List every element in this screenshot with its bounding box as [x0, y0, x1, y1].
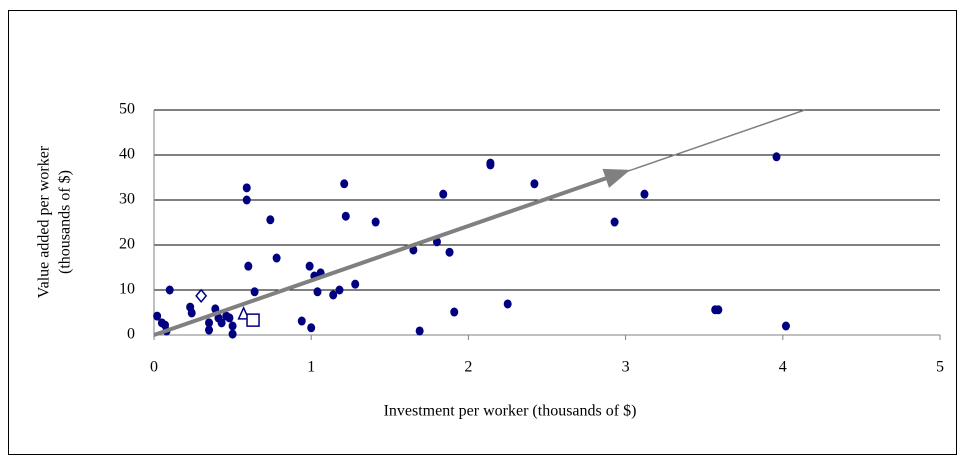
point — [228, 321, 237, 331]
point — [225, 313, 234, 323]
chart-frame — [8, 10, 957, 455]
point — [242, 195, 251, 205]
x-axis-label: Investment per worker (thousands of $) — [384, 403, 637, 420]
y-tick-label: 50 — [119, 101, 135, 118]
point — [781, 321, 790, 331]
y-tick-label: 30 — [119, 191, 135, 208]
point — [530, 179, 539, 189]
y-tick-label: 40 — [119, 146, 135, 163]
y-tick-label: 10 — [119, 281, 135, 298]
point — [772, 152, 781, 162]
point — [244, 261, 253, 271]
point — [217, 318, 226, 328]
point — [640, 189, 649, 199]
point — [307, 323, 316, 333]
arrow-shaft — [153, 176, 607, 337]
point — [272, 253, 281, 263]
point — [329, 290, 338, 300]
point — [205, 318, 214, 328]
point — [313, 287, 322, 297]
point — [165, 285, 174, 295]
y-tick-label: 0 — [127, 326, 135, 343]
point — [610, 217, 619, 227]
point — [486, 160, 495, 170]
point — [266, 215, 275, 225]
point — [187, 308, 196, 318]
point — [371, 217, 380, 227]
x-tick-label: 0 — [150, 359, 158, 376]
point — [341, 211, 350, 221]
point — [205, 325, 214, 335]
point — [445, 247, 454, 257]
point — [351, 279, 360, 289]
point — [415, 326, 424, 336]
point — [439, 189, 448, 199]
y-axis-label: Value added per worker — [36, 145, 53, 298]
point — [340, 179, 349, 189]
x-tick-label: 5 — [936, 359, 944, 376]
point — [335, 285, 344, 295]
point — [242, 183, 251, 193]
point — [450, 307, 459, 317]
y-tick-label: 20 — [119, 236, 135, 253]
point — [503, 299, 512, 309]
x-tick-label: 4 — [779, 359, 787, 376]
point — [228, 329, 237, 339]
point — [246, 313, 260, 327]
point — [250, 287, 259, 297]
point — [305, 261, 314, 271]
x-tick-label: 3 — [622, 359, 630, 376]
point — [297, 316, 306, 326]
point — [153, 311, 162, 321]
y-axis-label: (thousands of $) — [57, 170, 74, 274]
point — [237, 306, 250, 320]
arrow-head — [602, 168, 631, 188]
x-tick-label: 2 — [464, 359, 472, 376]
x-tick-label: 1 — [307, 359, 315, 376]
point — [714, 305, 723, 315]
point — [195, 288, 208, 304]
